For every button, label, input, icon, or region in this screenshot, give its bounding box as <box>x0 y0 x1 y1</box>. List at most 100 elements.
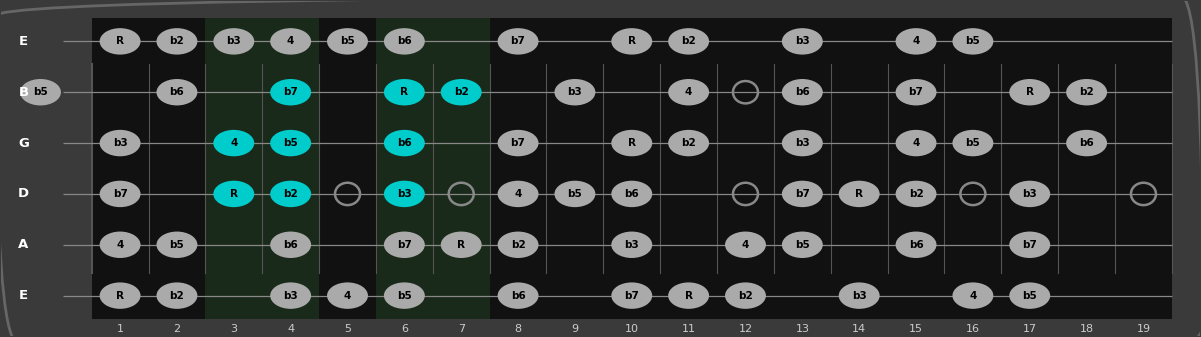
Text: b7: b7 <box>113 189 127 199</box>
Bar <box>376 19 432 318</box>
Ellipse shape <box>327 282 368 309</box>
Text: 5: 5 <box>343 324 351 334</box>
Ellipse shape <box>611 232 652 258</box>
Ellipse shape <box>20 79 61 105</box>
Text: b5: b5 <box>283 138 298 148</box>
Text: b5: b5 <box>169 240 184 250</box>
Text: G: G <box>18 136 29 150</box>
Text: 1: 1 <box>116 324 124 334</box>
Text: b3: b3 <box>568 87 582 97</box>
Text: E: E <box>19 289 28 302</box>
Ellipse shape <box>270 130 311 156</box>
Text: 16: 16 <box>966 324 980 334</box>
Ellipse shape <box>1009 232 1050 258</box>
Ellipse shape <box>384 181 425 207</box>
Text: 4: 4 <box>287 324 294 334</box>
Ellipse shape <box>270 79 311 105</box>
Text: 12: 12 <box>739 324 753 334</box>
Text: b5: b5 <box>1022 290 1038 301</box>
Text: b5: b5 <box>340 36 354 47</box>
Ellipse shape <box>497 282 538 309</box>
Ellipse shape <box>668 282 709 309</box>
Text: b2: b2 <box>169 36 184 47</box>
Ellipse shape <box>441 232 482 258</box>
Text: b6: b6 <box>169 87 184 97</box>
Ellipse shape <box>555 79 596 105</box>
Text: 4: 4 <box>913 138 920 148</box>
Ellipse shape <box>497 232 538 258</box>
Text: b3: b3 <box>113 138 127 148</box>
Ellipse shape <box>270 282 311 309</box>
Text: 4: 4 <box>742 240 749 250</box>
Bar <box>205 19 262 318</box>
Ellipse shape <box>782 79 823 105</box>
Text: b7: b7 <box>1022 240 1038 250</box>
Ellipse shape <box>1066 79 1107 105</box>
Text: 18: 18 <box>1080 324 1094 334</box>
Text: b2: b2 <box>169 290 184 301</box>
Ellipse shape <box>725 232 766 258</box>
Text: 8: 8 <box>514 324 521 334</box>
Text: 4: 4 <box>969 290 976 301</box>
Ellipse shape <box>497 130 538 156</box>
Ellipse shape <box>952 28 993 55</box>
Text: b3: b3 <box>625 240 639 250</box>
Ellipse shape <box>896 28 937 55</box>
Text: b2: b2 <box>681 138 697 148</box>
Text: b7: b7 <box>510 36 526 47</box>
Ellipse shape <box>1009 282 1050 309</box>
Text: 4: 4 <box>287 36 294 47</box>
Ellipse shape <box>100 282 141 309</box>
Ellipse shape <box>668 79 709 105</box>
Text: b6: b6 <box>283 240 298 250</box>
Ellipse shape <box>838 282 879 309</box>
Text: b3: b3 <box>795 138 809 148</box>
Ellipse shape <box>611 28 652 55</box>
Ellipse shape <box>896 181 937 207</box>
Text: 4: 4 <box>343 290 351 301</box>
Text: b5: b5 <box>34 87 48 97</box>
Ellipse shape <box>555 181 596 207</box>
Text: 4: 4 <box>231 138 238 148</box>
Text: b6: b6 <box>795 87 809 97</box>
Ellipse shape <box>782 232 823 258</box>
Text: 10: 10 <box>625 324 639 334</box>
Text: b5: b5 <box>795 240 809 250</box>
Ellipse shape <box>896 232 937 258</box>
Text: 9: 9 <box>572 324 579 334</box>
Text: 4: 4 <box>685 87 692 97</box>
Text: R: R <box>1026 87 1034 97</box>
Ellipse shape <box>384 282 425 309</box>
Text: b6: b6 <box>909 240 924 250</box>
Text: b7: b7 <box>510 138 526 148</box>
Text: b3: b3 <box>398 189 412 199</box>
Ellipse shape <box>100 181 141 207</box>
Ellipse shape <box>270 28 311 55</box>
Text: b6: b6 <box>625 189 639 199</box>
Bar <box>432 19 490 318</box>
Ellipse shape <box>156 282 197 309</box>
Ellipse shape <box>497 28 538 55</box>
Text: 4: 4 <box>116 240 124 250</box>
Text: 7: 7 <box>458 324 465 334</box>
Text: R: R <box>116 36 124 47</box>
Ellipse shape <box>441 79 482 105</box>
Ellipse shape <box>725 282 766 309</box>
Ellipse shape <box>384 232 425 258</box>
Ellipse shape <box>611 282 652 309</box>
Text: b6: b6 <box>510 290 525 301</box>
Ellipse shape <box>214 130 255 156</box>
Text: R: R <box>628 36 635 47</box>
Text: 6: 6 <box>401 324 408 334</box>
Ellipse shape <box>270 232 311 258</box>
Ellipse shape <box>384 130 425 156</box>
Ellipse shape <box>156 79 197 105</box>
Ellipse shape <box>100 232 141 258</box>
Ellipse shape <box>952 130 993 156</box>
Ellipse shape <box>668 28 709 55</box>
Ellipse shape <box>838 181 879 207</box>
Text: b2: b2 <box>1080 87 1094 97</box>
Text: b7: b7 <box>909 87 924 97</box>
Text: b2: b2 <box>681 36 697 47</box>
Text: E: E <box>19 35 28 48</box>
